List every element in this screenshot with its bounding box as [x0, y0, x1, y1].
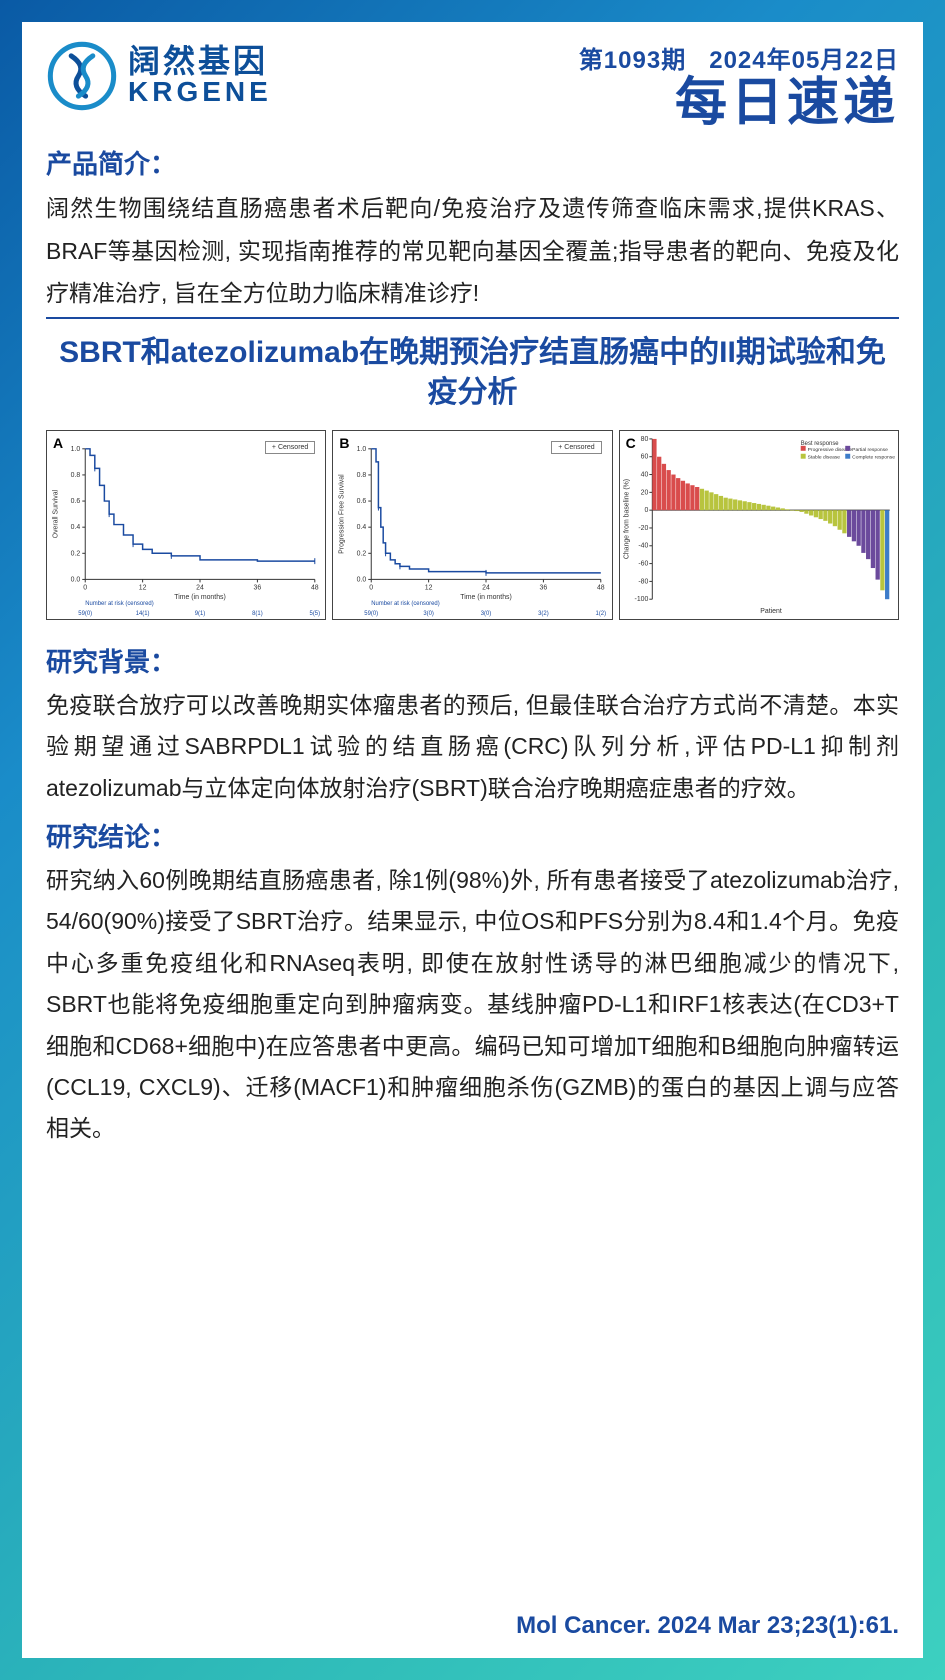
- svg-text:0.8: 0.8: [357, 472, 367, 479]
- svg-text:Number at risk (censored): Number at risk (censored): [85, 601, 153, 607]
- page-container: 阔然基因 KRGENE 第1093期 2024年05月22日 每日速递 产品简介…: [22, 22, 923, 1658]
- svg-text:80: 80: [640, 436, 648, 443]
- svg-text:3(2): 3(2): [538, 611, 549, 617]
- panel-a-legend: + Censored: [265, 441, 315, 454]
- svg-text:0.6: 0.6: [357, 498, 367, 505]
- svg-text:0.2: 0.2: [71, 550, 81, 557]
- issue-date-value: 2024年05月22日: [709, 47, 899, 74]
- panel-b-label: B: [339, 435, 349, 451]
- svg-text:1(2): 1(2): [596, 611, 607, 617]
- svg-text:59(0): 59(0): [78, 611, 92, 617]
- svg-text:8(1): 8(1): [252, 611, 263, 617]
- svg-text:1.0: 1.0: [71, 446, 81, 453]
- logo-icon: [46, 40, 118, 112]
- svg-text:59(0): 59(0): [365, 611, 379, 617]
- svg-text:-60: -60: [638, 560, 648, 567]
- svg-text:1.0: 1.0: [357, 446, 367, 453]
- article-title: SBRT和atezolizumab在晚期预治疗结直肠癌中的II期试验和免疫分析: [46, 333, 899, 414]
- svg-text:12: 12: [139, 584, 147, 591]
- svg-text:3(0): 3(0): [424, 611, 435, 617]
- svg-text:0: 0: [83, 584, 87, 591]
- svg-text:36: 36: [254, 584, 262, 591]
- logo-cn: 阔然基因: [128, 45, 272, 77]
- svg-text:-40: -40: [638, 543, 648, 550]
- svg-text:Stable disease: Stable disease: [807, 455, 840, 461]
- svg-text:Patient: Patient: [760, 608, 782, 615]
- svg-text:Change from baseline (%): Change from baseline (%): [623, 479, 630, 559]
- issue-date: 第1093期 2024年05月22日: [579, 40, 899, 75]
- svg-text:20: 20: [640, 489, 648, 496]
- svg-text:36: 36: [540, 584, 548, 591]
- svg-text:-20: -20: [638, 525, 648, 532]
- svg-text:Partial response: Partial response: [852, 447, 888, 453]
- svg-text:Overall Survival: Overall Survival: [53, 489, 60, 538]
- conclusion-label: 研究结论：: [46, 817, 899, 854]
- svg-text:0.4: 0.4: [71, 524, 81, 531]
- svg-text:Time (in months): Time (in months): [461, 594, 513, 601]
- panel-a-label: A: [53, 435, 63, 451]
- svg-text:60: 60: [640, 454, 648, 461]
- svg-text:12: 12: [425, 584, 433, 591]
- svg-text:0.6: 0.6: [71, 498, 81, 505]
- issue-number: 第1093期: [579, 47, 686, 74]
- conclusion-text: 研究纳入60例晚期结直肠癌患者, 除1例(98%)外, 所有患者接受了atezo…: [46, 860, 899, 1150]
- svg-text:Time (in months): Time (in months): [174, 594, 226, 601]
- svg-text:Best response: Best response: [800, 441, 839, 447]
- svg-text:-80: -80: [638, 578, 648, 585]
- svg-text:3(0): 3(0): [481, 611, 492, 617]
- panel-c-label: C: [626, 435, 636, 451]
- svg-text:48: 48: [311, 584, 319, 591]
- svg-text:14(1): 14(1): [136, 611, 150, 617]
- panel-b-legend: + Censored: [551, 441, 601, 454]
- svg-text:0: 0: [644, 507, 648, 514]
- svg-text:24: 24: [483, 584, 491, 591]
- svg-text:Number at risk (censored): Number at risk (censored): [372, 601, 440, 607]
- background-label: 研究背景：: [46, 642, 899, 679]
- svg-text:0: 0: [370, 584, 374, 591]
- svg-text:9(1): 9(1): [195, 611, 206, 617]
- logo-text: 阔然基因 KRGENE: [128, 45, 272, 108]
- intro-label: 产品简介：: [46, 144, 899, 181]
- svg-text:-100: -100: [634, 596, 648, 603]
- svg-text:0.4: 0.4: [357, 524, 367, 531]
- svg-text:0.0: 0.0: [357, 576, 367, 583]
- svg-text:0.0: 0.0: [71, 576, 81, 583]
- charts-row: A + Censored 0.0 0.2 0.4 0.6 0.8 1.0 0 12 24 36 48…: [46, 430, 899, 620]
- chart-a-svg: 0.0 0.2 0.4 0.6 0.8 1.0 0 12 24 36 48 Overall Survi…: [47, 431, 325, 619]
- intro-text: 阔然生物围绕结直肠癌患者术后靶向/免疫治疗及遗传筛查临床需求,提供KRAS、BR…: [46, 187, 899, 319]
- svg-text:48: 48: [597, 584, 605, 591]
- daily-title: 每日速递: [579, 75, 899, 132]
- header-right: 第1093期 2024年05月22日 每日速递: [579, 40, 899, 132]
- chart-b-svg: 0.0 0.2 0.4 0.6 0.8 1.0 0 12 24 36 48 Progression F…: [333, 431, 611, 619]
- citation: Mol Cancer. 2024 Mar 23;23(1):61.: [46, 1602, 899, 1640]
- header-row: 阔然基因 KRGENE 第1093期 2024年05月22日 每日速递: [46, 40, 899, 132]
- background-text: 免疫联合放疗可以改善晚期实体瘤患者的预后, 但最佳联合治疗方式尚不清楚。本实验期…: [46, 685, 899, 809]
- svg-text:Progression Free Survival: Progression Free Survival: [339, 474, 346, 554]
- chart-panel-a: A + Censored 0.0 0.2 0.4 0.6 0.8 1.0 0 12 24 36 48…: [46, 430, 326, 620]
- logo-en: KRGENE: [128, 77, 272, 108]
- chart-panel-c: C -100 -80 -60 -40 -20 0 20 40 60 80 Change from b…: [619, 430, 899, 620]
- svg-text:40: 40: [640, 471, 648, 478]
- logo-block: 阔然基因 KRGENE: [46, 40, 272, 112]
- svg-text:24: 24: [196, 584, 204, 591]
- svg-text:5(5): 5(5): [310, 611, 321, 617]
- svg-text:Complete response: Complete response: [852, 455, 895, 461]
- svg-text:0.8: 0.8: [71, 472, 81, 479]
- chart-c-svg: -100 -80 -60 -40 -20 0 20 40 60 80 Change from bas…: [620, 431, 898, 619]
- chart-panel-b: B + Censored 0.0 0.2 0.4 0.6 0.8 1.0 0 12 24 36 48…: [332, 430, 612, 620]
- svg-text:0.2: 0.2: [357, 550, 367, 557]
